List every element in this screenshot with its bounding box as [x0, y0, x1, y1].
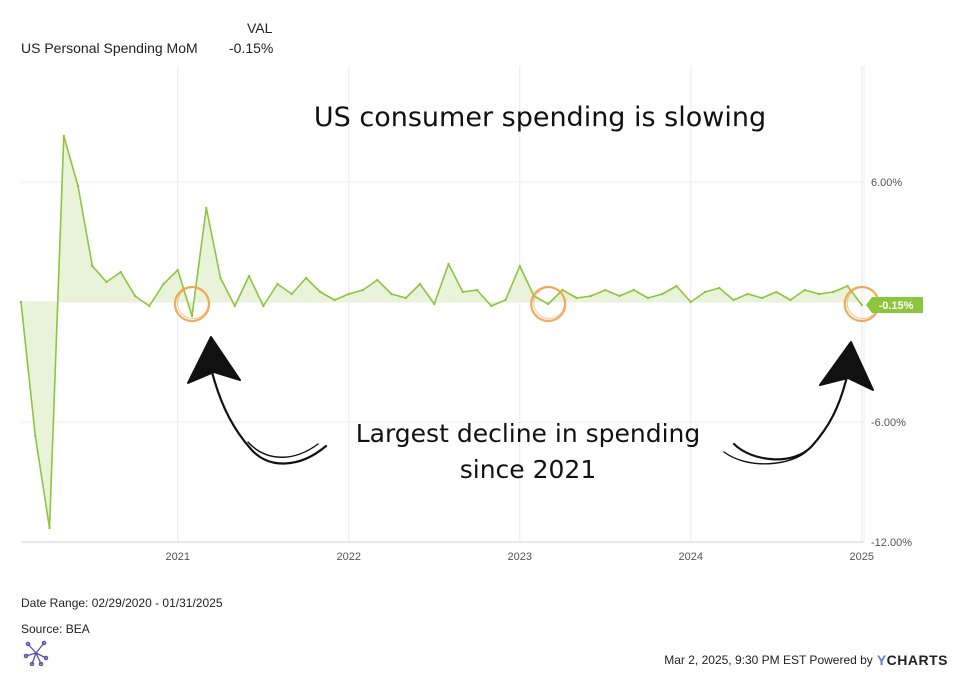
data-point	[105, 280, 108, 284]
chart: 6.00%0.00%-6.00%-12.00%20212022202320242…	[19, 66, 923, 563]
data-point	[689, 300, 692, 304]
data-point	[76, 184, 80, 188]
data-point	[262, 304, 265, 308]
data-point	[333, 298, 336, 302]
data-point	[490, 304, 493, 308]
highlight-circle	[530, 285, 567, 323]
data-point	[447, 262, 450, 266]
timestamp: Mar 2, 2025, 9:30 PM EST Powered by	[664, 653, 873, 667]
data-point	[746, 292, 749, 296]
annotation-line-2: since 2021	[460, 455, 597, 484]
data-point	[789, 298, 792, 302]
data-point	[433, 302, 436, 306]
data-point	[461, 290, 464, 294]
data-point	[632, 288, 635, 292]
legend-series-value: -0.15%	[229, 40, 274, 56]
data-point	[62, 134, 65, 138]
highlight-circle-inner	[177, 287, 209, 319]
series-area	[21, 136, 862, 528]
data-point	[618, 294, 621, 298]
data-point	[376, 278, 379, 282]
arrow-left-shaft	[210, 370, 328, 465]
data-point	[162, 282, 165, 286]
footer-attribution: Mar 2, 2025, 9:30 PM EST Powered by YCHA…	[664, 652, 948, 668]
data-point	[803, 288, 806, 292]
data-point	[247, 274, 251, 278]
data-point	[48, 526, 51, 530]
data-point	[418, 282, 422, 286]
brand-rest: CHARTS	[886, 652, 948, 668]
data-point	[361, 288, 365, 292]
y-tick-label: -6.00%	[871, 417, 906, 429]
data-point	[718, 286, 721, 290]
data-point	[547, 302, 550, 306]
data-point	[319, 290, 322, 294]
arrow-right-shaft	[732, 370, 850, 461]
data-point	[91, 264, 94, 268]
data-point	[404, 296, 407, 300]
data-point	[661, 292, 664, 296]
data-point	[205, 206, 208, 210]
data-point	[775, 290, 778, 294]
data-point	[19, 300, 23, 304]
data-point	[390, 292, 393, 296]
data-point	[119, 270, 122, 274]
arrow-left-head	[187, 336, 241, 384]
data-point	[832, 290, 835, 294]
highlight-circle-inner	[533, 287, 566, 319]
x-tick-label: 2021	[166, 551, 190, 563]
x-tick-label: 2024	[679, 551, 703, 563]
data-point	[561, 288, 564, 292]
data-point	[518, 264, 521, 268]
data-point	[760, 296, 764, 300]
arrow-right-shaft-2	[723, 449, 809, 465]
data-point	[846, 284, 849, 288]
data-point	[703, 290, 707, 294]
data-point	[575, 296, 578, 300]
data-point	[732, 298, 735, 302]
data-point	[176, 268, 179, 272]
data-point	[589, 294, 593, 298]
source: Source: BEA	[21, 622, 90, 636]
data-point	[475, 288, 479, 292]
data-point	[860, 303, 863, 307]
data-point	[290, 292, 293, 296]
data-point	[148, 304, 151, 308]
data-point	[817, 292, 821, 296]
data-point	[219, 276, 222, 280]
highlight-circle	[173, 285, 211, 323]
ycharts-logo-icon	[23, 640, 49, 666]
date-range: Date Range: 02/29/2020 - 01/31/2025	[21, 596, 223, 610]
data-point	[133, 294, 137, 298]
data-point	[646, 296, 650, 300]
last-value-flag	[866, 297, 923, 313]
data-point	[675, 284, 678, 288]
data-point	[276, 282, 279, 286]
legend-header: VAL	[247, 20, 273, 36]
ycharts-brand[interactable]: YCHARTS	[877, 652, 948, 668]
chart-title: US consumer spending is slowing	[314, 102, 766, 133]
x-tick-label: 2025	[850, 551, 874, 563]
brand-y: Y	[876, 652, 887, 668]
x-tick-label: 2023	[508, 551, 532, 563]
data-point	[190, 314, 194, 318]
data-point	[233, 304, 236, 308]
y-tick-label: -12.00%	[871, 537, 912, 549]
series-line	[20, 135, 863, 529]
annotation-line-1: Largest decline in spending	[356, 419, 701, 448]
data-point	[604, 288, 607, 292]
data-point	[34, 434, 37, 438]
arrow-right-head	[819, 341, 874, 391]
y-tick-label: 6.00%	[871, 177, 902, 189]
legend-series-name[interactable]: US Personal Spending MoM	[21, 40, 198, 56]
last-value-label: -0.15%	[879, 300, 914, 312]
data-point	[304, 276, 308, 280]
x-tick-label: 2022	[337, 551, 361, 563]
data-point	[504, 298, 507, 302]
arrow-left-shaft-2	[247, 441, 319, 458]
data-point	[347, 292, 350, 296]
